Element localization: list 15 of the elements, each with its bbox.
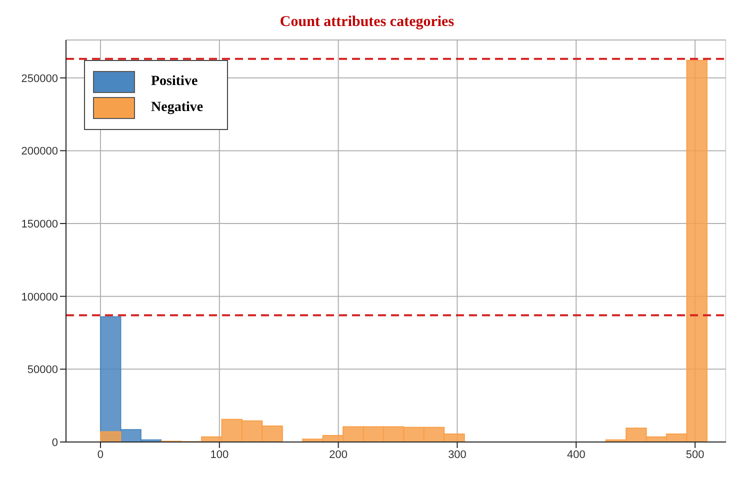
legend-label: Positive xyxy=(151,74,198,90)
x-tick-label: 400 xyxy=(566,448,586,461)
y-tick-label: 150000 xyxy=(21,218,58,230)
y-tick-label: 0 xyxy=(52,436,58,449)
x-tick-label: 300 xyxy=(448,448,466,461)
y-tick-label: 250000 xyxy=(21,72,58,85)
x-tick-label: 0 xyxy=(97,448,104,461)
y-tick-label: 100000 xyxy=(21,291,58,304)
chart-title: Count attributes categories xyxy=(278,13,456,32)
y-tick-label: 200000 xyxy=(21,146,58,158)
x-tick-label: 200 xyxy=(329,448,348,461)
y-tick-label: 50000 xyxy=(27,364,58,376)
x-tick-label: 100 xyxy=(210,448,229,461)
x-tick-label: 500 xyxy=(686,448,704,461)
legend-label: Negative xyxy=(151,100,204,116)
